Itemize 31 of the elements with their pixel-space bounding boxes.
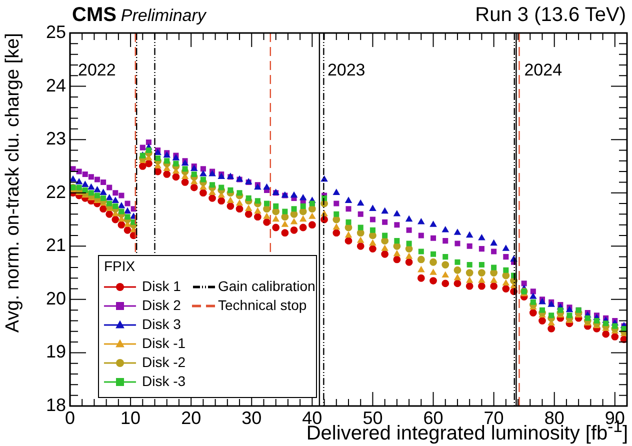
- annotation: 2022: [78, 60, 116, 80]
- x-tick-label: 0: [64, 408, 76, 428]
- x-tick-label: 50: [362, 408, 383, 428]
- y-tick-label: 25: [46, 22, 66, 42]
- y-axis-title: Avg. norm. on-track clu. charge [ke]: [2, 33, 25, 333]
- legend-label: Disk 2: [142, 296, 182, 313]
- y-tick-label: 21: [46, 235, 66, 256]
- legend-label: Disk -2: [142, 354, 186, 370]
- legend-label: Technical stop: [218, 296, 307, 313]
- chart-title: CMS: [72, 4, 116, 26]
- y-tick-label: 23: [46, 128, 66, 149]
- x-tick-label: 60: [423, 408, 444, 428]
- text: Run 3 (13.6 TeV): [475, 4, 626, 27]
- x-tick-label: 80: [544, 408, 564, 428]
- chart-subtitle: Preliminary: [120, 6, 206, 25]
- legend-label: Gain calibration: [218, 278, 316, 294]
- y-tick-label: 20: [46, 288, 66, 308]
- x-tick-label: 20: [181, 408, 202, 428]
- legend-label: Disk 3: [142, 316, 182, 332]
- y-tick-label: 24: [46, 75, 66, 96]
- y-tick-label: 18: [46, 394, 66, 415]
- x-tick-label: 10: [120, 408, 141, 428]
- legend-title: FPIX: [104, 258, 136, 274]
- y-tick-label: 19: [46, 342, 66, 362]
- annotation: 2023: [327, 60, 366, 80]
- legend-label: Disk -3: [142, 372, 186, 389]
- legend-label: Disk -1: [142, 334, 186, 351]
- legend-label: Disk 1: [142, 278, 182, 294]
- x-tick-label: 30: [242, 408, 262, 428]
- annotation: 2024: [524, 60, 562, 80]
- y-tick-label: 22: [46, 182, 66, 202]
